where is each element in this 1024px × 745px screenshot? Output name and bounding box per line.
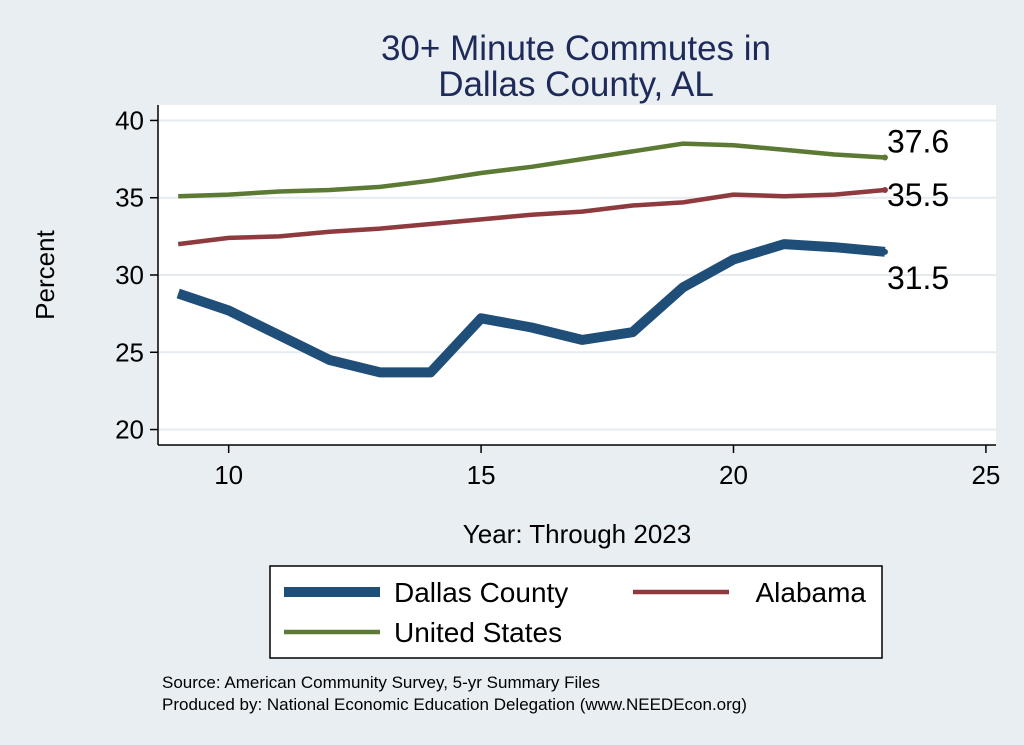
- end-label-alabama: 35.5: [887, 177, 949, 213]
- x-axis-title: Year: Through 2023: [463, 519, 691, 549]
- legend-box: [269, 565, 883, 659]
- end-marker-dallas-county: [881, 248, 888, 255]
- legend-label-dallas-county: Dallas County: [394, 577, 568, 608]
- legend: Dallas County Alabama United States: [269, 565, 883, 659]
- legend-label-alabama: Alabama: [755, 577, 866, 608]
- y-tick-label-25: 25: [115, 337, 144, 367]
- series-lines: [176, 141, 888, 378]
- x-tick-label-10: 10: [214, 460, 243, 490]
- series-line-alabama: [177, 187, 886, 247]
- series-line-united-states: [178, 141, 886, 199]
- x-tick-label-15: 15: [467, 460, 496, 490]
- source-line-1: Source: American Community Survey, 5-yr …: [162, 673, 600, 692]
- source-line-2: Produced by: National Economic Education…: [162, 695, 747, 714]
- end-label-dallas-county: 31.5: [887, 260, 949, 296]
- series-line-dallas-county: [176, 239, 886, 378]
- y-tick-label-20: 20: [115, 415, 144, 445]
- legend-label-united-states: United States: [394, 617, 562, 648]
- y-axis-title: Percent: [30, 229, 60, 319]
- grid-lines: [158, 119, 996, 431]
- y-tick-label-40: 40: [115, 105, 144, 135]
- x-tick-label-20: 20: [719, 460, 748, 490]
- end-marker-alabama: [881, 187, 888, 193]
- x-tick-label-25: 25: [971, 460, 1000, 490]
- axes: 20 25 30 35 40 10 15 20 25: [115, 105, 1000, 490]
- end-marker-united-states: [881, 154, 888, 161]
- chart-title-line-2: Dallas County, AL: [438, 65, 714, 104]
- chart-title-line-1: 30+ Minute Commutes in: [381, 29, 771, 68]
- y-tick-label-35: 35: [115, 183, 144, 213]
- end-labels: 31.5 35.5 37.6: [887, 124, 949, 296]
- y-tick-label-30: 30: [115, 260, 144, 290]
- end-label-united-states: 37.6: [887, 124, 949, 160]
